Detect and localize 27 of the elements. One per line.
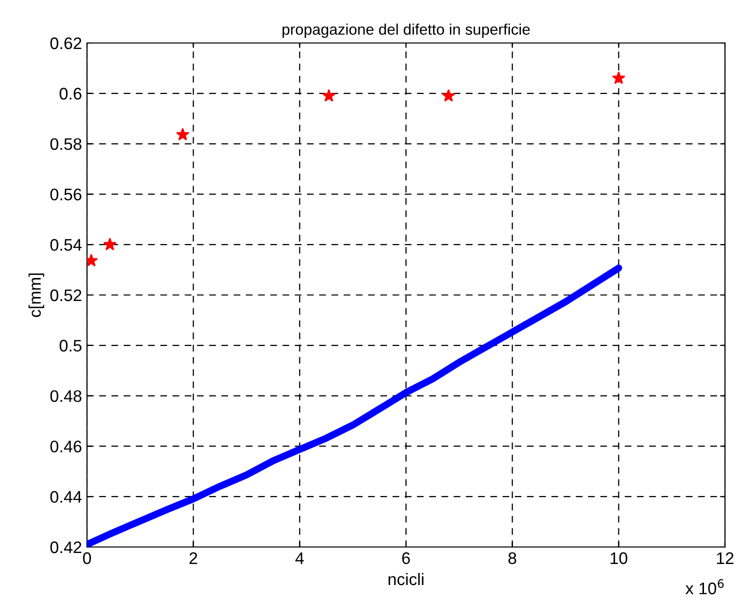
y-tick-label: 0.58 [50,138,82,150]
text: x 10$^{6}$ [686,579,724,594]
y-tick-label: 0.44 [50,491,82,503]
x-tick-label: 12 [717,552,734,564]
chart-title: propagazione del difetto in superficie [282,24,530,38]
x-tick-label: 0 [83,552,91,564]
y-tick-label: 0.48 [50,390,82,402]
y-tick-label: 0.54 [50,239,82,251]
x-tick-label: 10 [610,552,628,564]
x-tick-label: 4 [295,552,304,564]
y-tick-label: 0.52 [50,289,82,302]
y-tick-label: 0.62 [50,37,82,50]
y-tick-label: 0.46 [50,440,82,452]
y-tick-label: 0.6 [60,88,82,100]
x-tick-label: 2 [190,552,198,564]
x-tick-label: 6 [402,552,410,564]
point [612,71,626,84]
y-tick-label: 0.56 [50,188,82,200]
x-tick-label: 8 [508,552,516,564]
point [442,88,456,102]
point [176,128,190,140]
y-tick-label: 0.5 [60,340,82,352]
x-axis-title: ncicli [388,572,424,586]
point [103,238,116,250]
y-axis-title: c[mm] [28,274,44,317]
point [322,88,336,102]
y-tick-label: 0.42 [50,541,82,554]
